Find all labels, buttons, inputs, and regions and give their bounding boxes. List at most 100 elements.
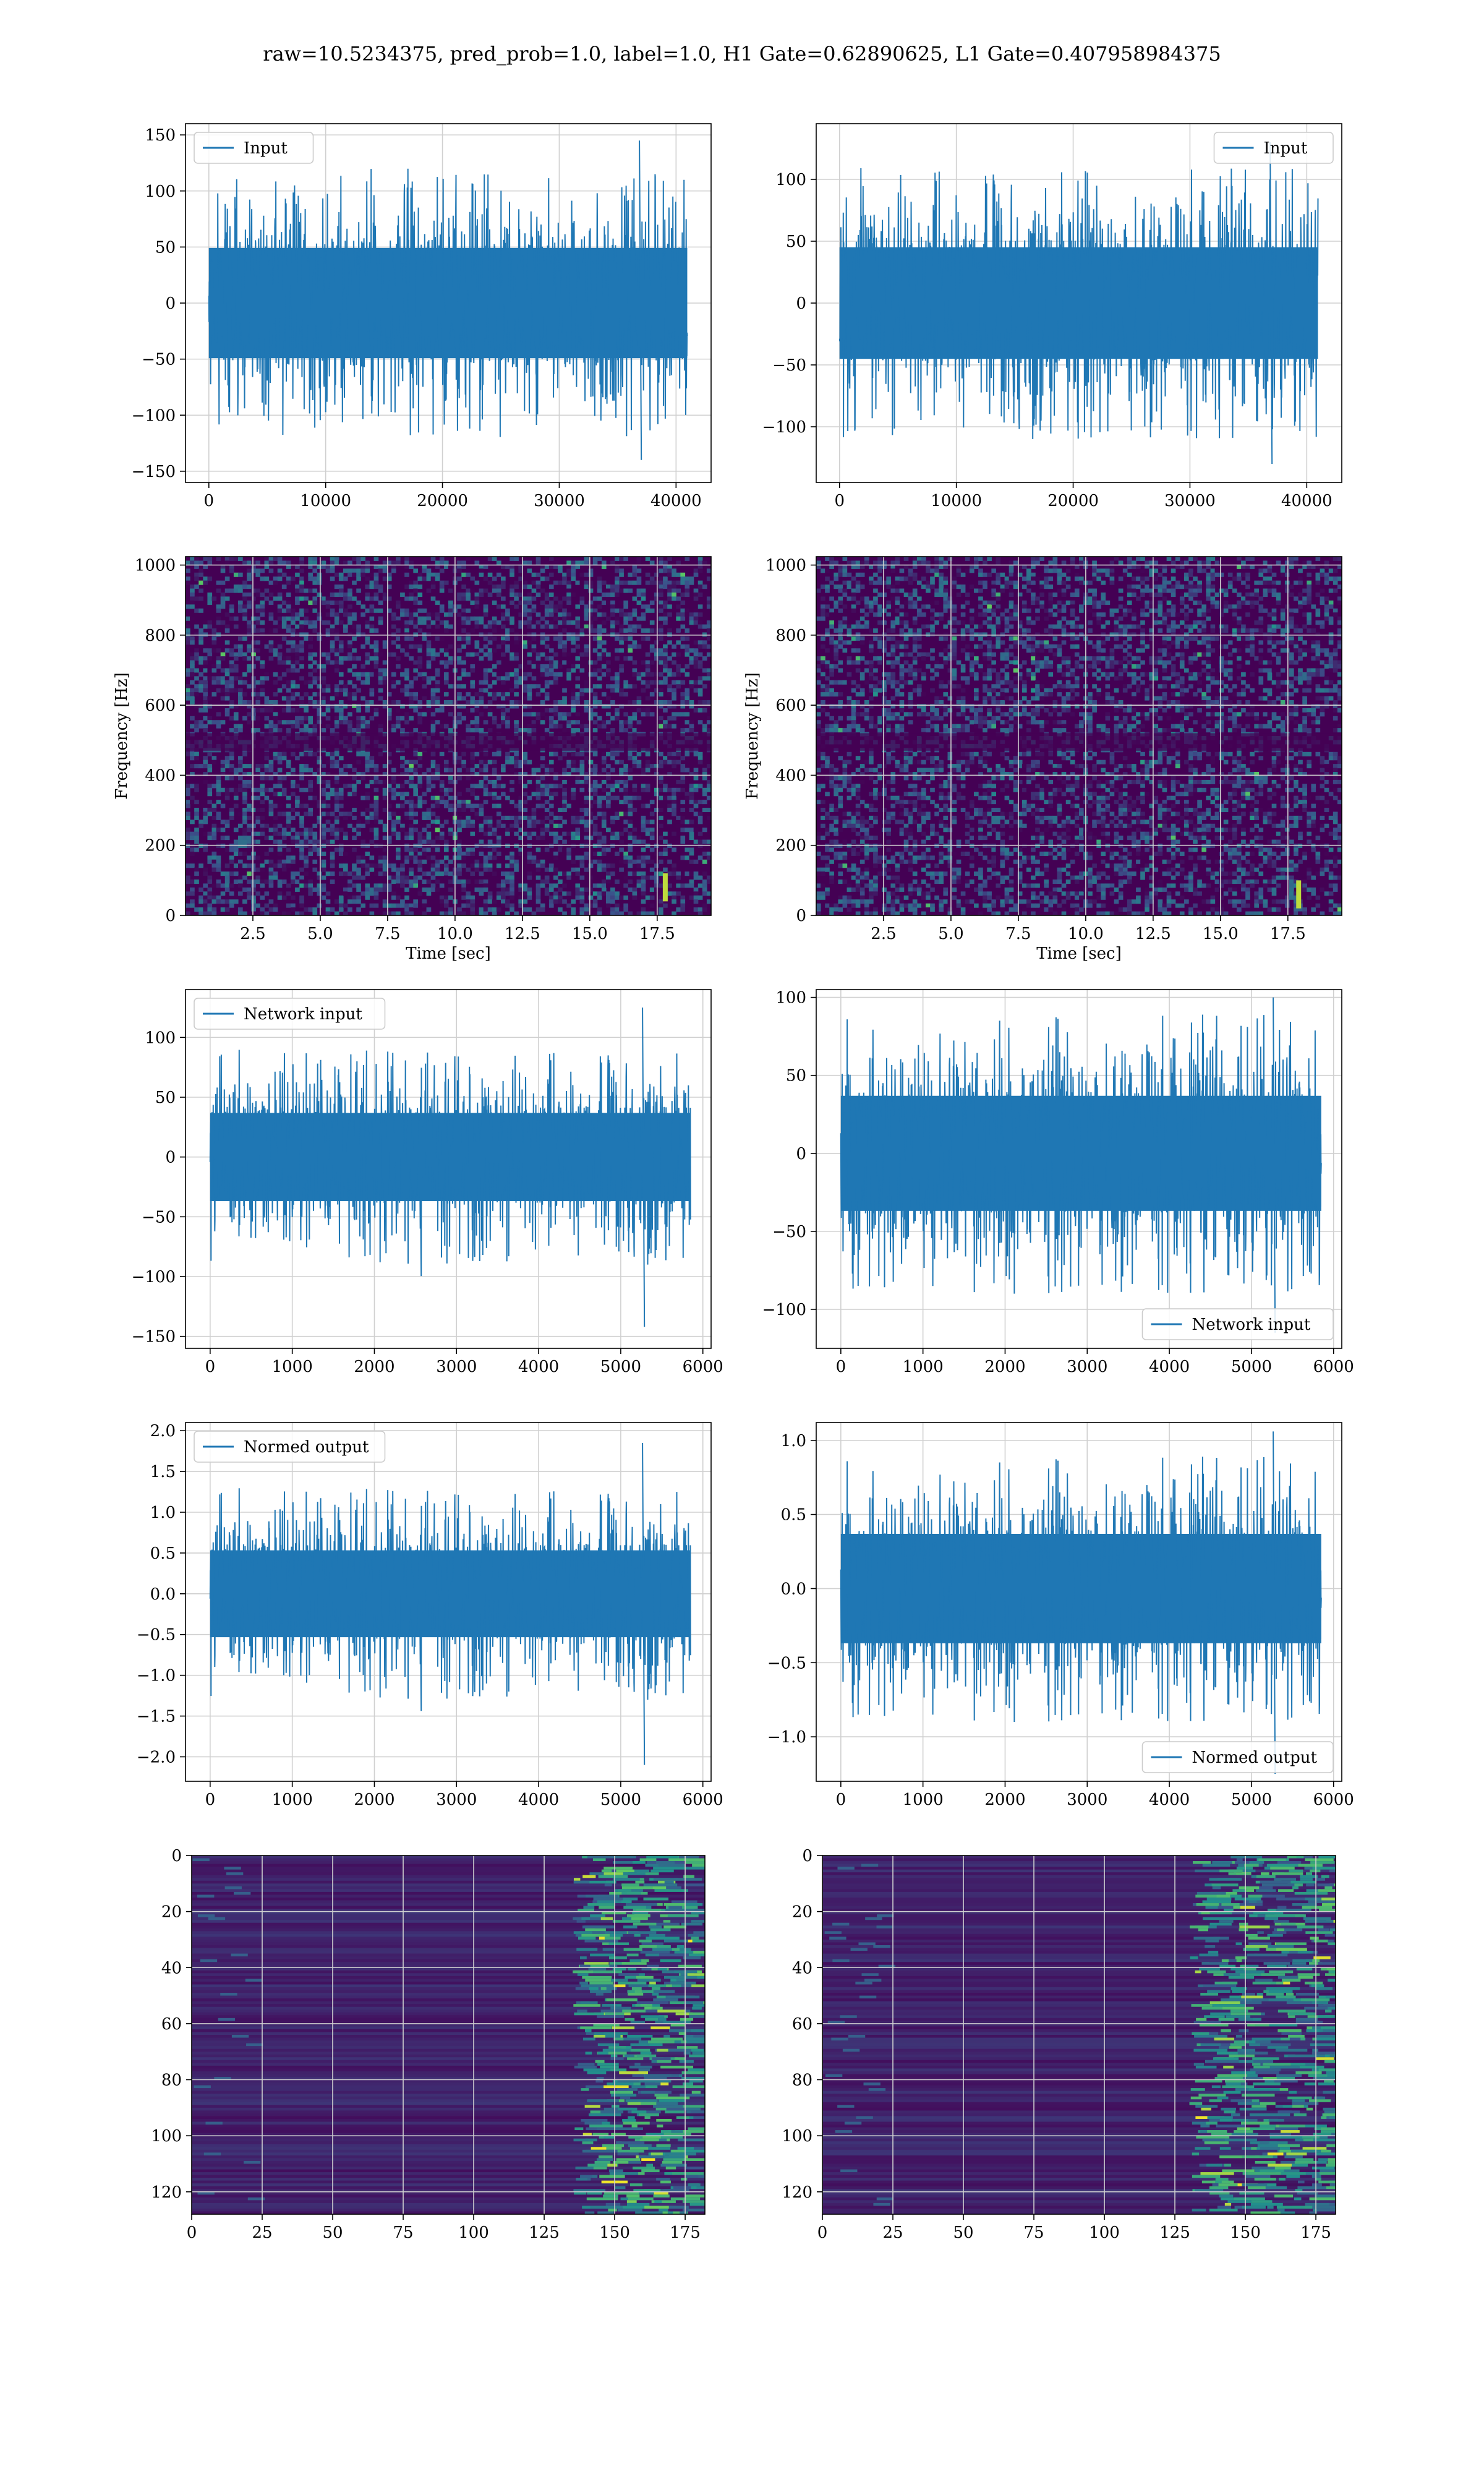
x-tick-label: 1000 [903,1358,944,1376]
x-tick-label: 100 [1089,2224,1120,2242]
subplot-r5c2: 0 25 50 75 100 125 150 175 0 20 40 60 80 100 120 [782,1847,1336,2242]
x-tick-label: 125 [1159,2224,1190,2242]
y-tick-label: 800 [775,627,806,645]
y-tick-label: 800 [145,627,176,645]
y-tick-label: 0.0 [781,1580,806,1598]
x-tick-label: 100 [458,2224,489,2242]
y-tick-label: −100 [762,1301,806,1319]
legend: Normed output [1141,1741,1334,1773]
y-tick-label: 0 [796,294,806,313]
x-tick-label: 10000 [300,492,351,510]
legend-box [194,1431,386,1463]
x-tick-label: 30000 [534,492,585,510]
x-tick-label: 50 [953,2224,973,2242]
x-tick-label: 10.0 [437,925,473,943]
y-tick-label: −2.0 [137,1748,176,1766]
y-tick-label: 120 [782,2183,812,2202]
x-tick-label: 40000 [1281,492,1333,510]
y-tick-label: 100 [151,2127,182,2146]
x-tick-label: 20000 [1047,492,1099,510]
y-tick-label: 1000 [765,557,806,575]
axes-frame [191,1855,706,2215]
x-tick-label: 4000 [1149,1358,1190,1376]
x-tick-label: 0 [836,1358,846,1376]
x-tick-label: 0 [205,1791,216,1809]
x-tick-label: 3000 [436,1358,477,1376]
x-tick-label: 125 [529,2224,560,2242]
x-tick-label: 6000 [1313,1358,1354,1376]
y-tick-label: −50 [772,356,806,375]
y-tick-label: 40 [792,1959,812,1977]
x-tick-label: 25 [252,2224,272,2242]
legend-box [194,132,314,164]
y-tick-label: 40 [161,1959,182,1977]
y-tick-label: 0 [802,1847,812,1865]
series-line-r3c2 [840,997,1322,1333]
y-tick-label: −100 [762,418,806,437]
legend-label: Input [244,139,288,158]
y-tick-label: 100 [782,2127,812,2146]
series-line-r4c1 [209,1442,691,1765]
y-tick-label: 2.0 [150,1422,176,1440]
y-tick-label: −150 [132,463,176,481]
y-tick-label: 80 [161,2071,182,2090]
x-tick-label: 2.5 [240,925,265,943]
x-tick-label: 1000 [272,1358,313,1376]
x-tick-label: 0 [205,1358,216,1376]
heatmap-image [816,557,1342,915]
x-tick-label: 15.0 [1203,925,1239,943]
figure-title: raw=10.5234375, pred_prob=1.0, label=1.0… [263,42,1221,66]
legend-label: Normed output [1192,1748,1318,1767]
y-tick-label: 400 [775,766,806,785]
x-tick-label: 2000 [354,1791,394,1809]
y-tick-label: 0.0 [150,1585,176,1604]
y-tick-label: 60 [161,2015,182,2034]
subplot-r5c1: 0 25 50 75 100 125 150 175 0 20 40 60 80 100 120 [151,1847,706,2242]
heatmap-image [192,1856,705,2214]
legend: Network input [194,998,386,1030]
y-tick-label: 0.5 [150,1544,176,1563]
y-tick-label: −1.0 [767,1728,806,1747]
y-tick-label: 50 [155,1089,176,1107]
y-tick-label: −100 [132,406,176,425]
legend-box [1141,1741,1334,1773]
axes-frame [816,989,1342,1349]
x-axis-label: Time [sec] [406,944,491,963]
legend-label: Input [1264,139,1308,158]
subplot-r3c2: 0 1000 2000 3000 4000 5000 6000 −100 −50 0 50 100 Ne… [762,989,1354,1376]
y-tick-label: 0 [171,1847,182,1865]
y-tick-label: 0 [796,907,806,925]
x-tick-label: 5000 [1231,1358,1272,1376]
y-tick-label: 1.0 [150,1504,176,1522]
x-tick-label: 6000 [1313,1791,1354,1809]
y-tick-label: 0 [796,1145,806,1163]
x-tick-label: 5000 [600,1791,641,1809]
heatmap-image [822,1856,1336,2214]
y-tick-label: −50 [142,1208,176,1226]
x-tick-label: 17.5 [1270,925,1306,943]
heatmap-image [186,557,711,915]
legend-box [1213,132,1334,164]
axes-frame [822,1855,1336,2215]
x-tick-label: 175 [670,2224,701,2242]
legend-label: Network input [244,1005,362,1024]
y-tick-label: 200 [145,837,176,855]
axes-frame [185,989,712,1349]
x-tick-label: 7.5 [1005,925,1031,943]
legend-label: Network input [1192,1316,1311,1334]
y-tick-label: 200 [775,837,806,855]
x-tick-label: 0 [817,2224,828,2242]
x-tick-label: 30000 [1164,492,1216,510]
y-tick-label: 600 [145,696,176,715]
y-tick-label: −1.5 [137,1708,176,1726]
y-tick-label: 0 [165,294,176,313]
x-tick-label: 0 [187,2224,197,2242]
x-tick-label: 6000 [683,1358,723,1376]
legend: Input [194,132,314,164]
x-tick-label: 1000 [903,1791,944,1809]
x-tick-label: 4000 [518,1791,559,1809]
x-tick-label: 150 [599,2224,630,2242]
y-tick-label: 400 [145,766,176,785]
y-tick-label: 20 [161,1903,182,1922]
